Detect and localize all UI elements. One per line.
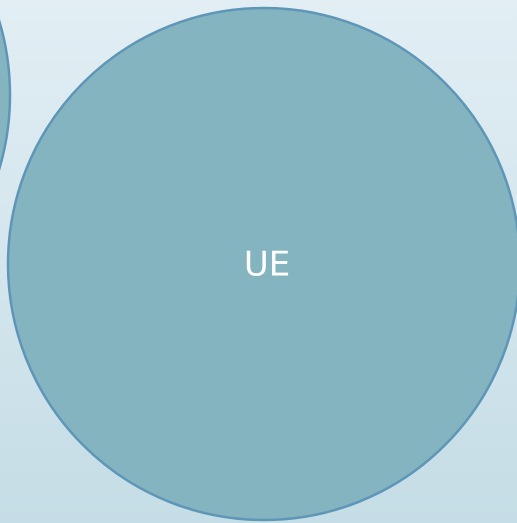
node-circle xyxy=(6,6,517,522)
node-label: UE xyxy=(244,245,290,285)
partial-node xyxy=(0,19,12,171)
